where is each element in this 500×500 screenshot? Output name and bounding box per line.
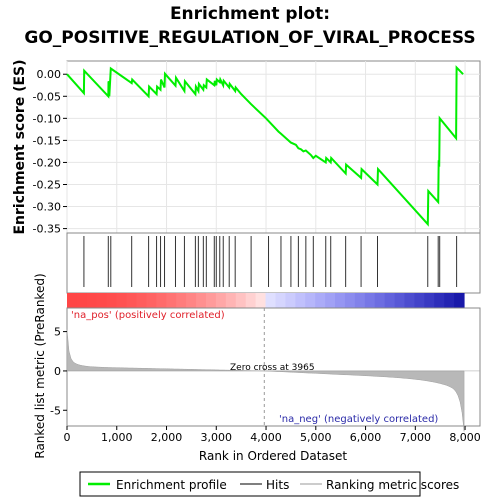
x-ticks: 0 1,000 2,000 3,000 4,000 5,000 6,000 7,000 8,00… <box>64 426 481 444</box>
heat-bar-segment <box>106 293 118 308</box>
metric-y-axis-label: Ranked list metric (PreRanked) <box>33 273 47 458</box>
heat-bar-segment <box>305 293 316 308</box>
heat-bar-segment <box>265 293 276 308</box>
es-panel-frame <box>66 60 481 234</box>
heat-bar-segment <box>454 293 465 308</box>
es-y-tick-label: -0.10 <box>33 112 61 125</box>
pos-correlated-label: 'na_pos' (positively correlated) <box>71 310 225 321</box>
es-y-tick-label: -0.20 <box>33 156 61 169</box>
heat-bar-segment <box>67 293 78 308</box>
heat-bar-segment <box>384 293 396 308</box>
neg-correlated-label: 'na_neg' (negatively correlated) <box>279 414 438 425</box>
x-tick-label: 8,000 <box>449 431 481 444</box>
es-y-tick-label: -0.30 <box>33 201 61 214</box>
heat-bar-segment <box>215 293 227 308</box>
heat-bar-segment <box>424 293 435 308</box>
heat-bar-segment <box>245 293 257 308</box>
metric-y-tick-label: 0 <box>54 365 61 378</box>
heat-bar-segment <box>235 293 247 308</box>
heat-bar-segment <box>126 293 137 308</box>
es-y-tick-label: -0.15 <box>33 134 61 147</box>
heat-bar-segment <box>225 293 237 308</box>
es-y-axis-label: Enrichment score (ES) <box>12 59 28 234</box>
es-y-tick-label: -0.35 <box>33 223 61 236</box>
x-axis-label: Rank in Ordered Dataset <box>199 449 347 463</box>
x-tick-label: 3,000 <box>201 431 233 444</box>
heat-bar-segment <box>76 293 88 308</box>
heat-bar-segment <box>344 293 356 308</box>
heat-bar-segment <box>364 293 376 308</box>
x-tick-label: 2,000 <box>151 431 183 444</box>
heat-bar-segment <box>205 293 217 308</box>
heat-bar-segment <box>394 293 406 308</box>
heat-bar-segment <box>116 293 128 308</box>
x-tick-label: 7,000 <box>400 431 432 444</box>
heat-bar-segment <box>146 293 157 308</box>
heat-bar-segment <box>176 293 187 308</box>
heat-bar-segment <box>315 293 326 308</box>
legend-item-profile: Enrichment profile <box>116 478 227 492</box>
heat-bar-segment <box>96 293 108 308</box>
heat-bar-segment <box>275 293 286 308</box>
heat-bar-segment <box>186 293 197 308</box>
heat-bar-segment <box>156 293 167 308</box>
metric-y-tick-label: -5 <box>50 404 61 417</box>
zero-cross-label: Zero cross at 3965 <box>230 363 315 373</box>
heat-bar-segment <box>325 293 336 308</box>
heat-bar-segment <box>255 293 267 308</box>
heat-bar-segment <box>374 293 386 308</box>
heat-bar-segment <box>285 293 296 308</box>
x-tick-label: 4,000 <box>250 431 282 444</box>
es-y-tick-label: 0.00 <box>37 68 62 81</box>
x-tick-label: 6,000 <box>350 431 382 444</box>
heat-bar-segment <box>354 293 366 308</box>
hits-marks <box>83 236 458 287</box>
legend-item-hits: Hits <box>266 478 289 492</box>
heat-bar-segment <box>196 293 207 308</box>
es-y-ticks: 0.00 -0.05 -0.10 -0.15 -0.20 -0.25 -0.30 -0.35 <box>33 68 67 236</box>
metric-panel-frame <box>66 307 481 427</box>
legend: Enrichment profile Hits Ranking metric s… <box>79 471 459 497</box>
heat-bar-segment <box>136 293 147 308</box>
x-tick-label: 5,000 <box>300 431 332 444</box>
rank-heat-bar <box>67 293 465 308</box>
metric-y-tick-label: 5 <box>54 326 61 339</box>
heat-bar-segment <box>444 293 455 308</box>
heat-bar-segment <box>86 293 98 308</box>
hits-panel-frame <box>66 232 481 294</box>
chart-title-line1: Enrichment plot: <box>169 4 331 24</box>
metric-y-ticks: 5 0 -5 <box>50 326 67 417</box>
x-tick-label: 1,000 <box>101 431 133 444</box>
heat-bar-segment <box>434 293 445 308</box>
enrichment-profile-line <box>66 65 464 227</box>
heat-bar-segment <box>166 293 177 308</box>
heat-bar-segment <box>404 293 415 308</box>
es-y-tick-label: -0.25 <box>33 178 61 191</box>
heat-bar-segment <box>414 293 425 308</box>
heat-bar-segment <box>335 293 346 308</box>
es-y-tick-label: -0.05 <box>33 90 61 103</box>
chart-title-line2: GO_POSITIVE_REGULATION_OF_VIRAL_PROCESS <box>24 28 476 48</box>
legend-item-metric: Ranking metric scores <box>326 478 459 492</box>
heat-bar-segment <box>295 293 306 308</box>
x-tick-label: 0 <box>64 431 71 444</box>
